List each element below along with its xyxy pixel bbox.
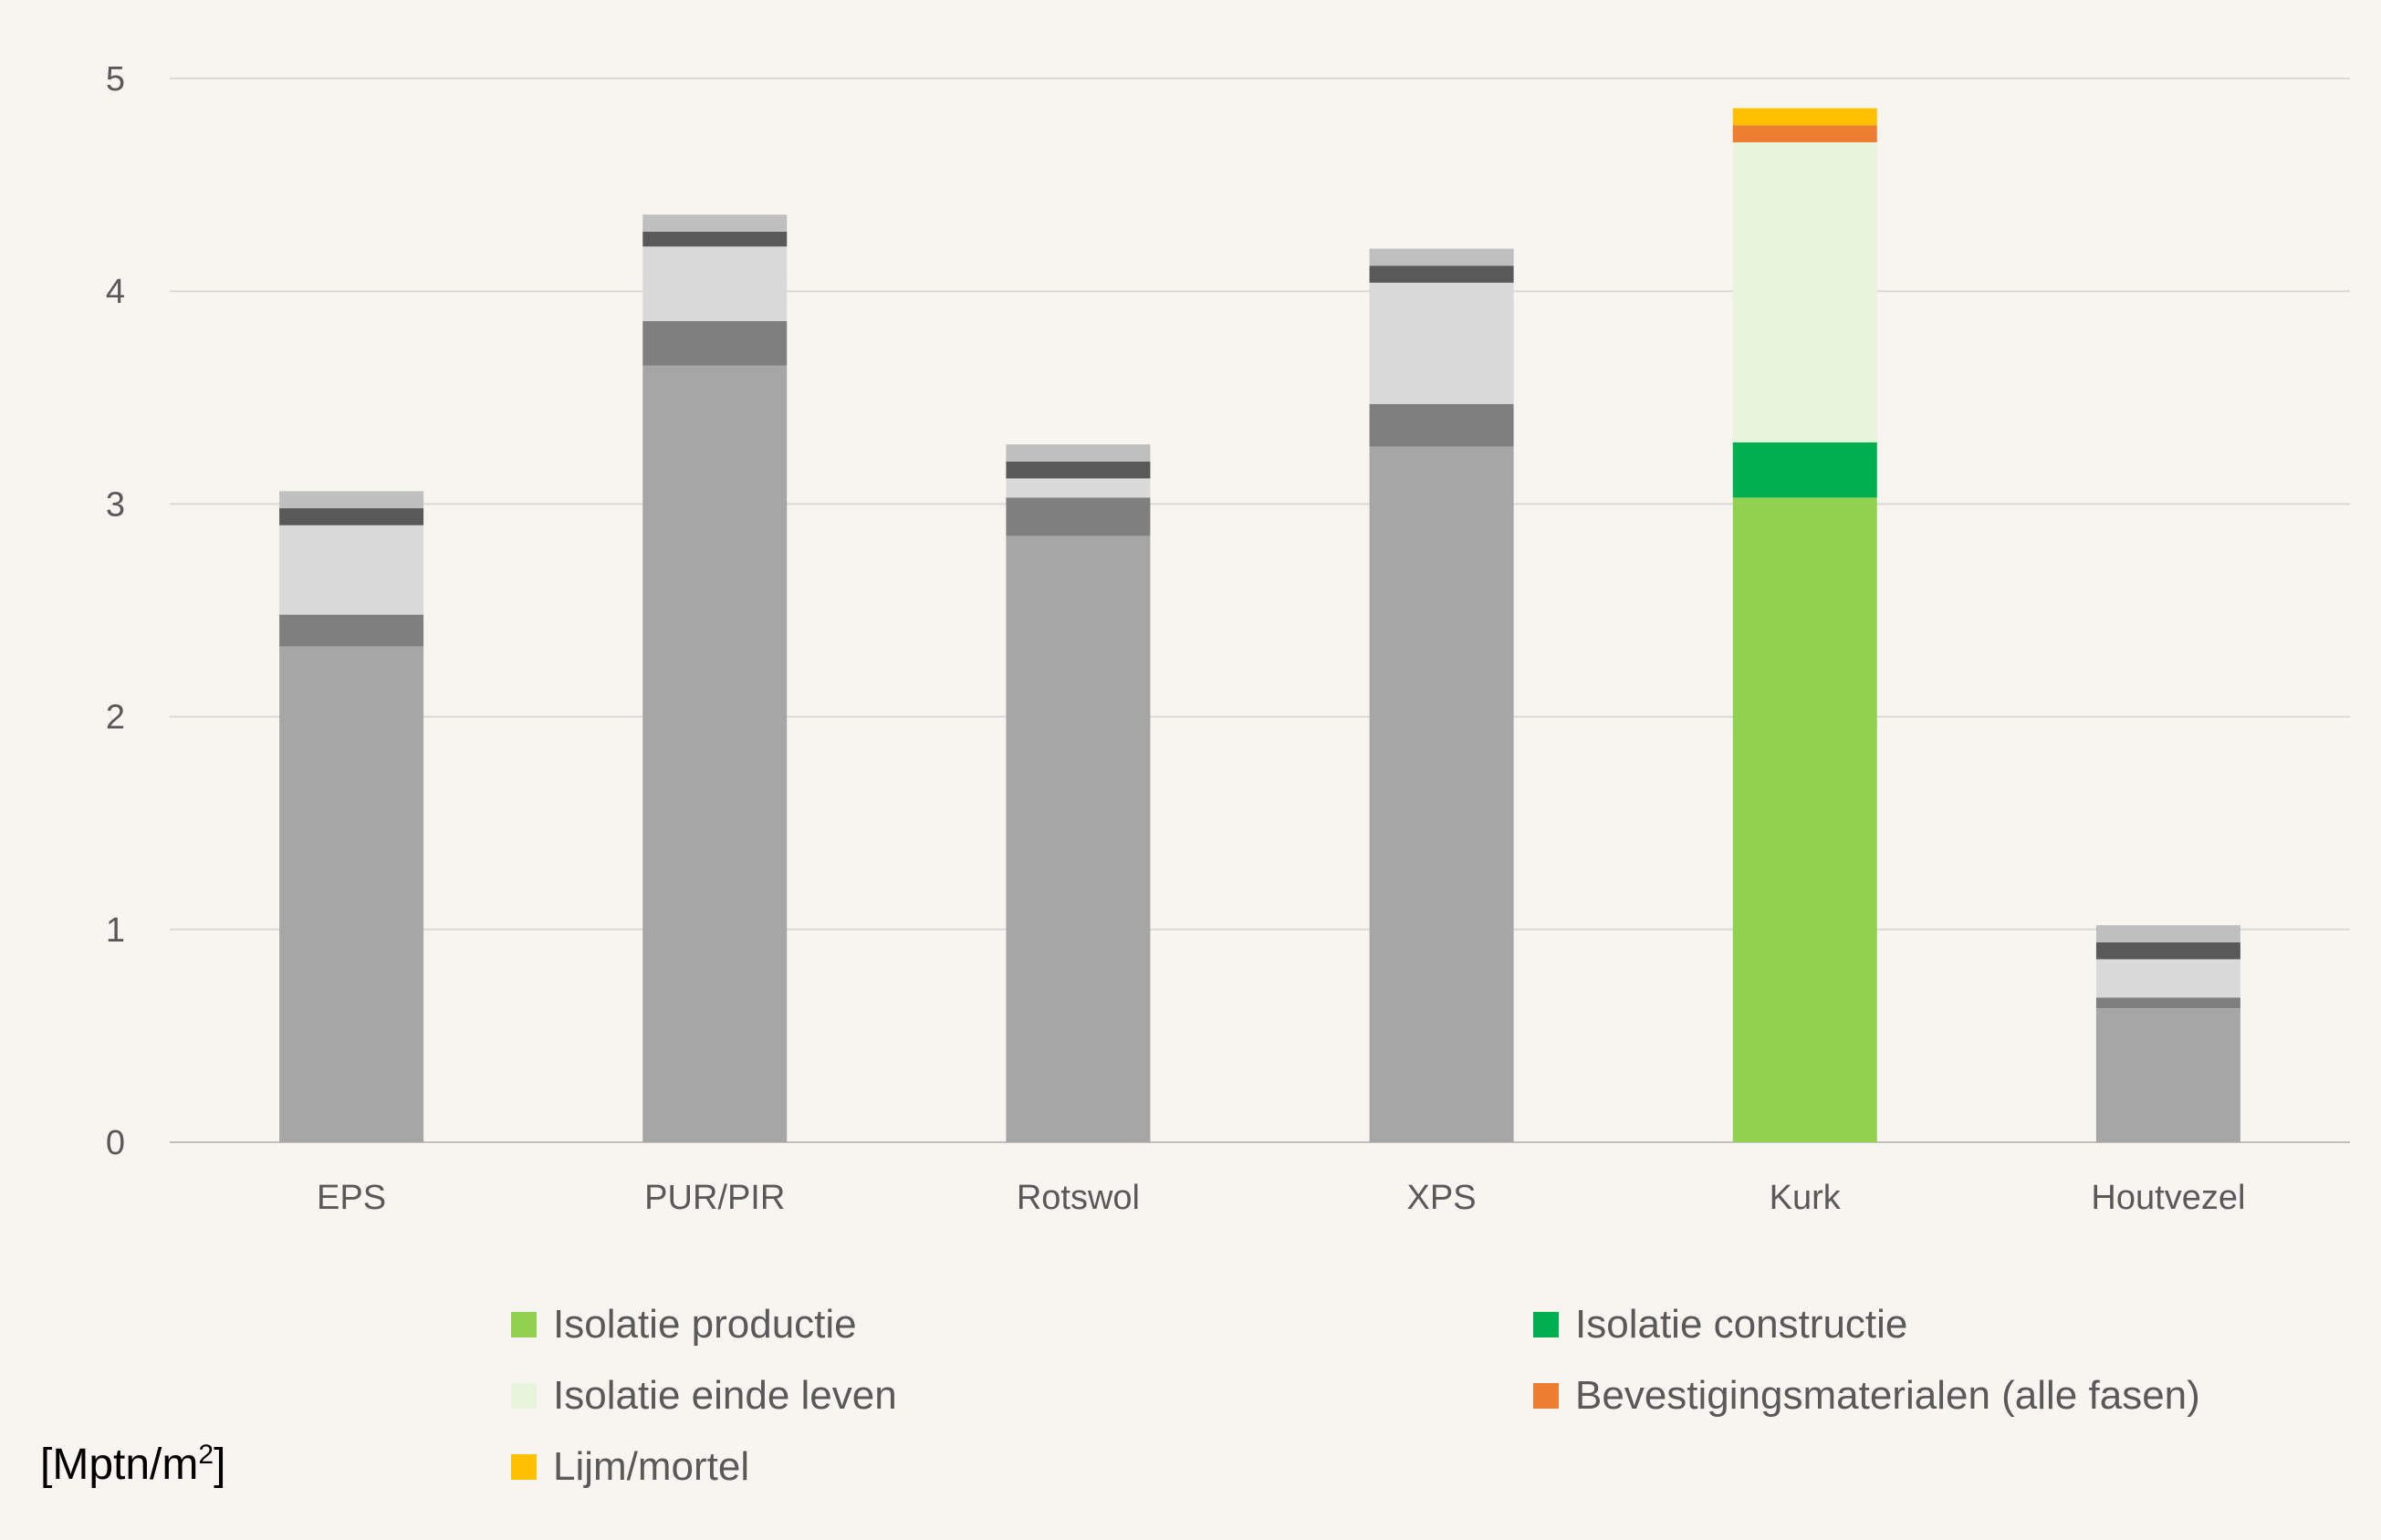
legend-swatch — [1533, 1383, 1559, 1409]
bar-segment — [279, 646, 424, 1142]
legend-item-isolatie-productie: Isolatie productie — [511, 1300, 1533, 1349]
y-tick-label: 3 — [106, 485, 125, 524]
bar-segment — [2095, 959, 2240, 998]
bar-segment — [279, 525, 424, 615]
legend-label: Isolatie productie — [553, 1302, 857, 1347]
x-tick-label: Houtvezel — [2091, 1179, 2245, 1217]
y-tick-label: 4 — [106, 273, 125, 311]
x-tick-label: PUR/PIR — [644, 1179, 785, 1217]
legend-swatch — [511, 1312, 537, 1337]
bar-segment — [1369, 282, 1514, 404]
bar-segment — [642, 231, 788, 247]
bar-segment — [1732, 125, 1877, 142]
legend: Isolatie productie Isolatie constructie … — [511, 1300, 2300, 1492]
bar-segment — [1006, 478, 1151, 498]
legend-item-isolatie-constructie: Isolatie constructie — [1533, 1300, 2300, 1349]
bar-segment — [2095, 997, 2240, 1009]
bar-segment — [642, 365, 788, 1142]
bar-segment — [279, 508, 424, 525]
x-tick-label: Rotswol — [1017, 1179, 1140, 1217]
bar-segment — [1369, 265, 1514, 283]
unit-label-main: [Mptn/m — [40, 1441, 199, 1489]
unit-label-close: ] — [214, 1441, 226, 1489]
bar-segment — [1006, 497, 1151, 536]
legend-label: Isolatie einde leven — [553, 1373, 897, 1418]
bar-segment — [1006, 444, 1151, 462]
bar-segment — [1006, 461, 1151, 479]
bar-segment — [642, 214, 788, 232]
y-tick-label: 2 — [106, 699, 125, 737]
y-tick-label: 5 — [106, 60, 125, 99]
bar-segment — [1369, 446, 1514, 1142]
bar-segment — [2095, 925, 2240, 942]
bar-segment — [1369, 403, 1514, 447]
legend-swatch — [511, 1454, 537, 1480]
bar-segment — [2095, 942, 2240, 960]
bar-segment — [1732, 442, 1877, 498]
legend-label: Isolatie constructie — [1575, 1302, 1908, 1347]
legend-label: Lijm/mortel — [553, 1444, 750, 1489]
y-tick-label: 1 — [106, 911, 125, 950]
legend-item-bevestigingsmaterialen: Bevestigingsmaterialen (alle fasen) — [1533, 1371, 2300, 1420]
y-tick-label: 0 — [106, 1124, 125, 1162]
bar-segment — [1732, 108, 1877, 126]
bar-segment — [1369, 248, 1514, 266]
unit-label: [Mptn/m2] — [40, 1440, 225, 1490]
legend-item-isolatie-einde-leven: Isolatie einde leven — [511, 1371, 1533, 1420]
bar-segment — [1732, 497, 1877, 1142]
legend-swatch — [1533, 1312, 1559, 1337]
bar-segment — [1006, 536, 1151, 1142]
bar-segment — [2095, 1008, 2240, 1142]
legend-label: Bevestigingsmaterialen (alle fasen) — [1575, 1373, 2200, 1418]
legend-swatch — [511, 1383, 537, 1409]
unit-label-superscript: 2 — [198, 1440, 214, 1470]
bar-segment — [642, 320, 788, 366]
bar-segment — [279, 614, 424, 647]
bar-segment — [642, 246, 788, 321]
legend-item-lijm-mortel: Lijm/mortel — [511, 1442, 1533, 1492]
bar-segment — [279, 491, 424, 509]
x-tick-label: XPS — [1407, 1179, 1477, 1217]
x-tick-label: EPS — [317, 1179, 386, 1217]
x-tick-label: Kurk — [1770, 1179, 1842, 1217]
bar-segment — [1732, 141, 1877, 442]
